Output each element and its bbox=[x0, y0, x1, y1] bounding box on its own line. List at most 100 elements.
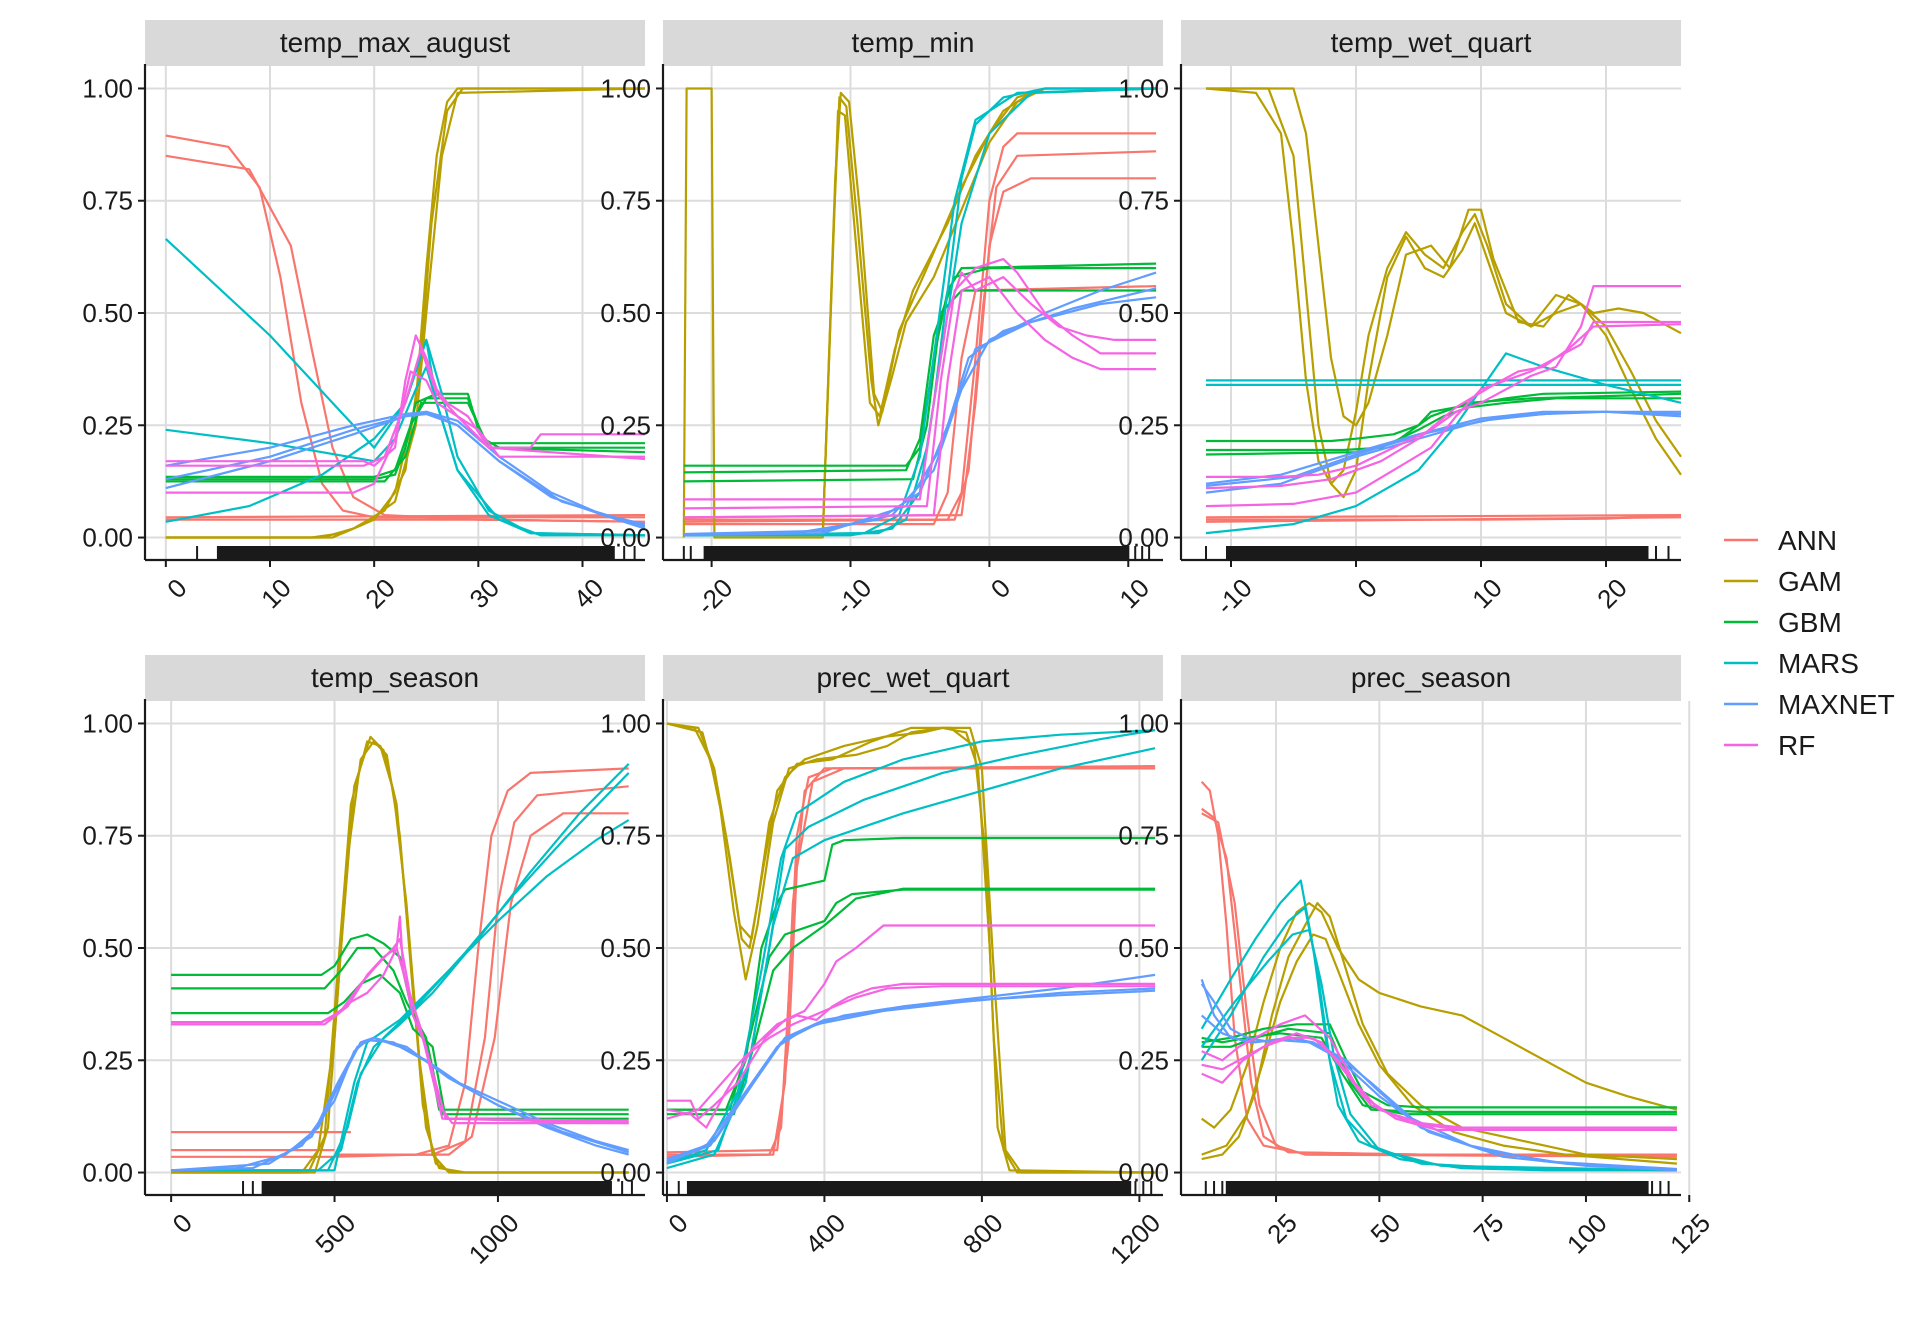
y-tick-label: 0.75 bbox=[1118, 821, 1169, 851]
facet-title: prec_season bbox=[1351, 662, 1511, 693]
y-tick-label: 0.25 bbox=[600, 410, 651, 440]
series-line-gbm bbox=[171, 946, 629, 1116]
series-line-rf bbox=[1206, 285, 1681, 478]
x-tick-label: 100 bbox=[1561, 1208, 1613, 1260]
series-line-ann bbox=[666, 767, 1156, 1158]
series-line-maxnet bbox=[1205, 410, 1682, 494]
series-line-gbm bbox=[666, 887, 1156, 1116]
series-line-rf bbox=[165, 370, 645, 494]
series-line-ann bbox=[683, 132, 1157, 521]
y-tick-label: 0.75 bbox=[82, 821, 133, 851]
facet-strip bbox=[663, 20, 1163, 66]
y-tick-label: 1.00 bbox=[82, 73, 133, 103]
rug-band bbox=[1226, 546, 1649, 560]
x-tick-label: 125 bbox=[1664, 1208, 1716, 1260]
legend-label-rf: RF bbox=[1778, 730, 1815, 761]
y-tick-label: 0.00 bbox=[82, 1158, 133, 1188]
x-tick-label: 40 bbox=[568, 573, 610, 615]
series-line-maxnet bbox=[165, 410, 646, 530]
y-tick-label: 0.50 bbox=[1118, 298, 1169, 328]
x-tick-label: 400 bbox=[799, 1208, 851, 1260]
series-line-rf bbox=[171, 946, 629, 1125]
series-line-mars bbox=[683, 87, 1157, 537]
series-line-ann bbox=[1201, 807, 1677, 1156]
series-line-mars bbox=[165, 338, 646, 537]
series-line-maxnet bbox=[683, 287, 1157, 537]
facet-strip bbox=[1181, 655, 1681, 701]
y-tick-label: 0.50 bbox=[600, 298, 651, 328]
y-tick-label: 0.50 bbox=[82, 298, 133, 328]
y-tick-label: 0.00 bbox=[600, 523, 651, 553]
series-line-gam bbox=[1201, 933, 1677, 1165]
x-tick-label: 0 bbox=[1351, 573, 1382, 604]
series-line-gbm bbox=[1206, 397, 1681, 452]
series-line-rf bbox=[171, 937, 629, 1122]
series-line-gam bbox=[1206, 87, 1682, 499]
facet-title: temp_wet_quart bbox=[1331, 27, 1532, 58]
facet-strip bbox=[145, 655, 645, 701]
series-line-mars bbox=[171, 772, 630, 1172]
series-line-rf bbox=[1205, 323, 1682, 490]
x-tick-label: 0 bbox=[662, 1208, 693, 1239]
y-tick-label: 0.25 bbox=[82, 1045, 133, 1075]
x-tick-label: -10 bbox=[1210, 573, 1258, 621]
series-line-gam bbox=[1201, 902, 1678, 1129]
rug-band bbox=[263, 1181, 612, 1195]
series-line-gbm bbox=[683, 289, 1157, 483]
y-tick-label: 1.00 bbox=[1118, 73, 1169, 103]
series-line-mars bbox=[1200, 928, 1677, 1172]
series-line-mars bbox=[666, 729, 1156, 1165]
series-line-mars bbox=[171, 819, 630, 1172]
series-line-gam bbox=[666, 722, 1156, 1174]
series-line-rf bbox=[1201, 1014, 1677, 1129]
series-line-gbm bbox=[165, 397, 645, 478]
panel-temp-min: temp_min 0.00 0.25 0.50 0.75 1.00 -20 -10 0 10 bbox=[600, 20, 1163, 620]
y-tick-label: 0.75 bbox=[1118, 186, 1169, 216]
panel-temp-season: temp_season 0.00 0.25 0.50 0.75 1.00 0 500 1000 bbox=[82, 655, 645, 1270]
y-tick-label: 1.00 bbox=[82, 708, 133, 738]
series-line-ann bbox=[1205, 516, 1682, 523]
x-tick-label: 30 bbox=[463, 573, 505, 615]
series-line-gam bbox=[1206, 87, 1682, 427]
series-line-gam bbox=[682, 87, 1157, 539]
panel-temp-wet-quart: temp_wet_quart 0.00 0.25 0.50 0.75 1.00 -10 0 10… bbox=[1118, 20, 1682, 621]
panel-prec-season: prec_season 0.00 0.25 0.50 0.75 1.00 25 50 75 100… bbox=[1118, 655, 1716, 1260]
y-tick-label: 0.50 bbox=[600, 933, 651, 963]
panel-prec-wet-quart: prec_wet_quart 0.00 0.25 0.50 0.75 1.00 0 400 80… bbox=[600, 655, 1166, 1270]
series-line-gbm bbox=[666, 888, 1156, 1111]
legend: ANN GAM GBM MARS MAXNET RF bbox=[1724, 525, 1895, 761]
facet-strip bbox=[1181, 20, 1681, 66]
x-tick-label: 500 bbox=[309, 1208, 361, 1260]
facet-title: prec_wet_quart bbox=[816, 662, 1009, 693]
panel-temp-max-august: temp_max_august 0.00 0.25 0.50 0.75 1.00 0 10 20… bbox=[82, 20, 646, 615]
rug-band bbox=[1225, 1181, 1649, 1195]
y-tick-label: 0.25 bbox=[82, 410, 133, 440]
x-tick-label: 10 bbox=[255, 573, 297, 615]
series-line-mars bbox=[683, 87, 1157, 537]
x-tick-label: 0 bbox=[985, 573, 1016, 604]
x-tick-label: 20 bbox=[359, 573, 401, 615]
series-line-rf bbox=[1201, 1032, 1677, 1131]
rug-band bbox=[217, 546, 615, 560]
y-tick-label: 0.00 bbox=[1118, 1158, 1169, 1188]
series-line-gam bbox=[666, 722, 1156, 1174]
series-line-maxnet bbox=[666, 987, 1156, 1163]
x-tick-label: 75 bbox=[1468, 1208, 1510, 1250]
series-line-mars bbox=[666, 747, 1156, 1165]
series-line-rf bbox=[165, 334, 645, 467]
y-tick-label: 1.00 bbox=[600, 708, 651, 738]
series-line-ann bbox=[666, 767, 1156, 1154]
legend-label-ann: ANN bbox=[1778, 525, 1837, 556]
series-line-rf bbox=[683, 258, 1157, 510]
series-line-gam bbox=[165, 87, 646, 539]
legend-label-gam: GAM bbox=[1778, 566, 1842, 597]
series-line-gam bbox=[171, 735, 629, 1174]
facet-title: temp_min bbox=[852, 27, 975, 58]
y-tick-label: 0.75 bbox=[82, 186, 133, 216]
series-line-ann bbox=[1205, 514, 1682, 519]
series-line-ann bbox=[1201, 812, 1677, 1158]
x-tick-label: 1000 bbox=[463, 1208, 525, 1270]
series-line-ann bbox=[334, 812, 629, 1156]
x-tick-label: 20 bbox=[1591, 573, 1633, 615]
